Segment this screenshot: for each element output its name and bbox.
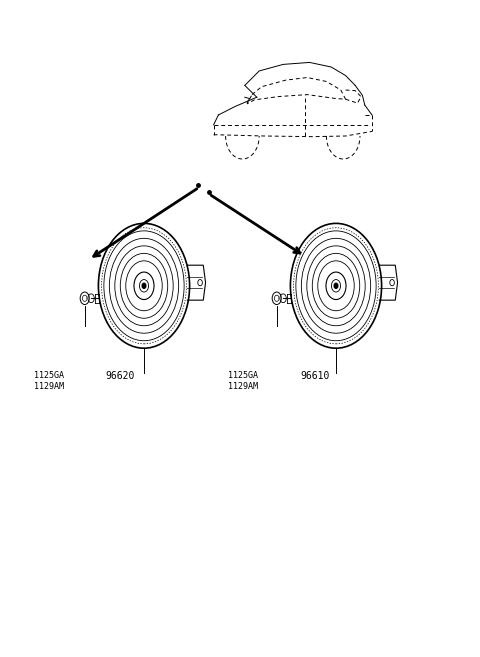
Text: 1125GA
1129AM: 1125GA 1129AM (34, 371, 63, 391)
Circle shape (142, 283, 146, 288)
Circle shape (334, 283, 338, 288)
Text: 1125GA
1129AM: 1125GA 1129AM (228, 371, 258, 391)
Text: 96620: 96620 (106, 371, 135, 381)
Text: 96610: 96610 (300, 371, 329, 381)
